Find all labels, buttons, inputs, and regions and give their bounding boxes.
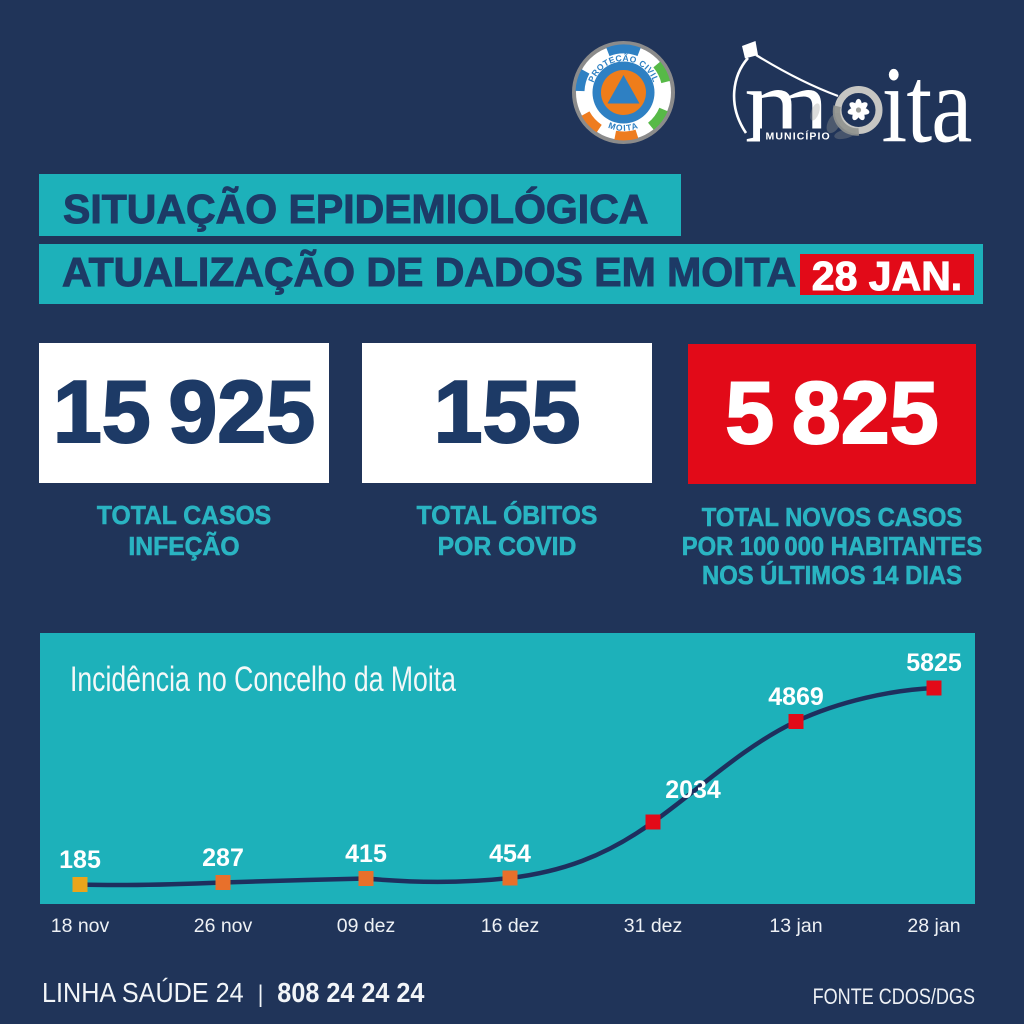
svg-text:415: 415: [345, 840, 387, 868]
svg-text:454: 454: [489, 840, 531, 868]
svg-text:ita: ita: [882, 45, 972, 155]
svg-text:MOITA: MOITA: [607, 120, 640, 133]
svg-text:MUNICÍPIO: MUNICÍPIO: [766, 130, 831, 143]
svg-text:287: 287: [202, 844, 244, 872]
svg-text:185: 185: [59, 846, 101, 874]
svg-text:4869: 4869: [768, 683, 824, 711]
svg-text:2034: 2034: [665, 776, 721, 804]
svg-text:5825: 5825: [906, 649, 962, 677]
